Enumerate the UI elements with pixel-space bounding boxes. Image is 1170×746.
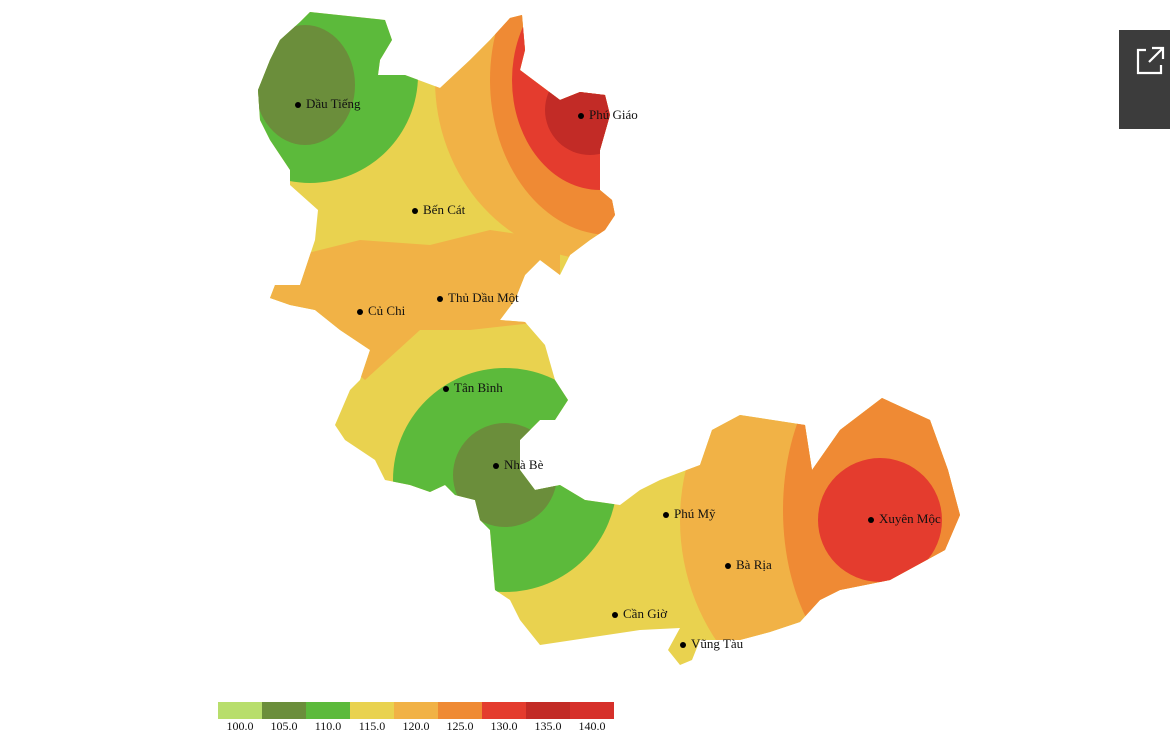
external-link-icon [1136, 46, 1165, 75]
legend-swatch [350, 702, 394, 719]
place-dot [612, 612, 618, 618]
place-dot [412, 208, 418, 214]
legend: 100.0 105.0 110.0 115.0 120.0 125.0 130.0 135.0… [218, 702, 614, 733]
legend-label: 100.0 [227, 719, 254, 733]
legend-swatch [570, 702, 614, 719]
legend-label: 115.0 [359, 719, 386, 733]
place-dot [578, 113, 584, 119]
place-dot [357, 309, 363, 315]
legend-label: 140.0 [579, 719, 606, 733]
place-dot [868, 517, 874, 523]
places: Dầu Tiếng Phú Giáo Bến Cát Thủ Dầu Một Củ Ch… [295, 96, 941, 651]
place-dot [295, 102, 301, 108]
place-label: Bến Cát [423, 202, 466, 217]
place-dot [663, 512, 669, 518]
legend-swatch [306, 702, 350, 719]
place-label: Phú Mỹ [674, 506, 716, 521]
legend-label: 125.0 [447, 719, 474, 733]
place-label: Nhà Bè [504, 457, 544, 472]
place-dot [680, 642, 686, 648]
place-label: Phú Giáo [589, 107, 638, 122]
place-label: Thủ Dầu Một [448, 290, 519, 305]
legend-label: 130.0 [491, 719, 518, 733]
place-label: Cần Giờ [623, 606, 668, 621]
place-label: Vũng Tàu [691, 636, 744, 651]
legend-swatch [394, 702, 438, 719]
place-label: Tân Bình [454, 380, 503, 395]
legend-label: 110.0 [315, 719, 342, 733]
place-dot [443, 386, 449, 392]
legend-label: 120.0 [403, 719, 430, 733]
legend-swatch [218, 702, 262, 719]
place-label: Dầu Tiếng [306, 96, 361, 111]
place-dot [493, 463, 499, 469]
place-dot [725, 563, 731, 569]
legend-swatch [482, 702, 526, 719]
place-label: Củ Chi [368, 303, 406, 318]
place-label: Bà Rịa [736, 557, 772, 572]
place-label: Xuyên Mộc [879, 511, 941, 526]
legend-swatch [262, 702, 306, 719]
place-dot [437, 296, 443, 302]
legend-swatch [526, 702, 570, 719]
open-external-button[interactable] [1119, 30, 1170, 129]
legend-label: 135.0 [535, 719, 562, 733]
legend-label: 105.0 [271, 719, 298, 733]
legend-swatch [438, 702, 482, 719]
